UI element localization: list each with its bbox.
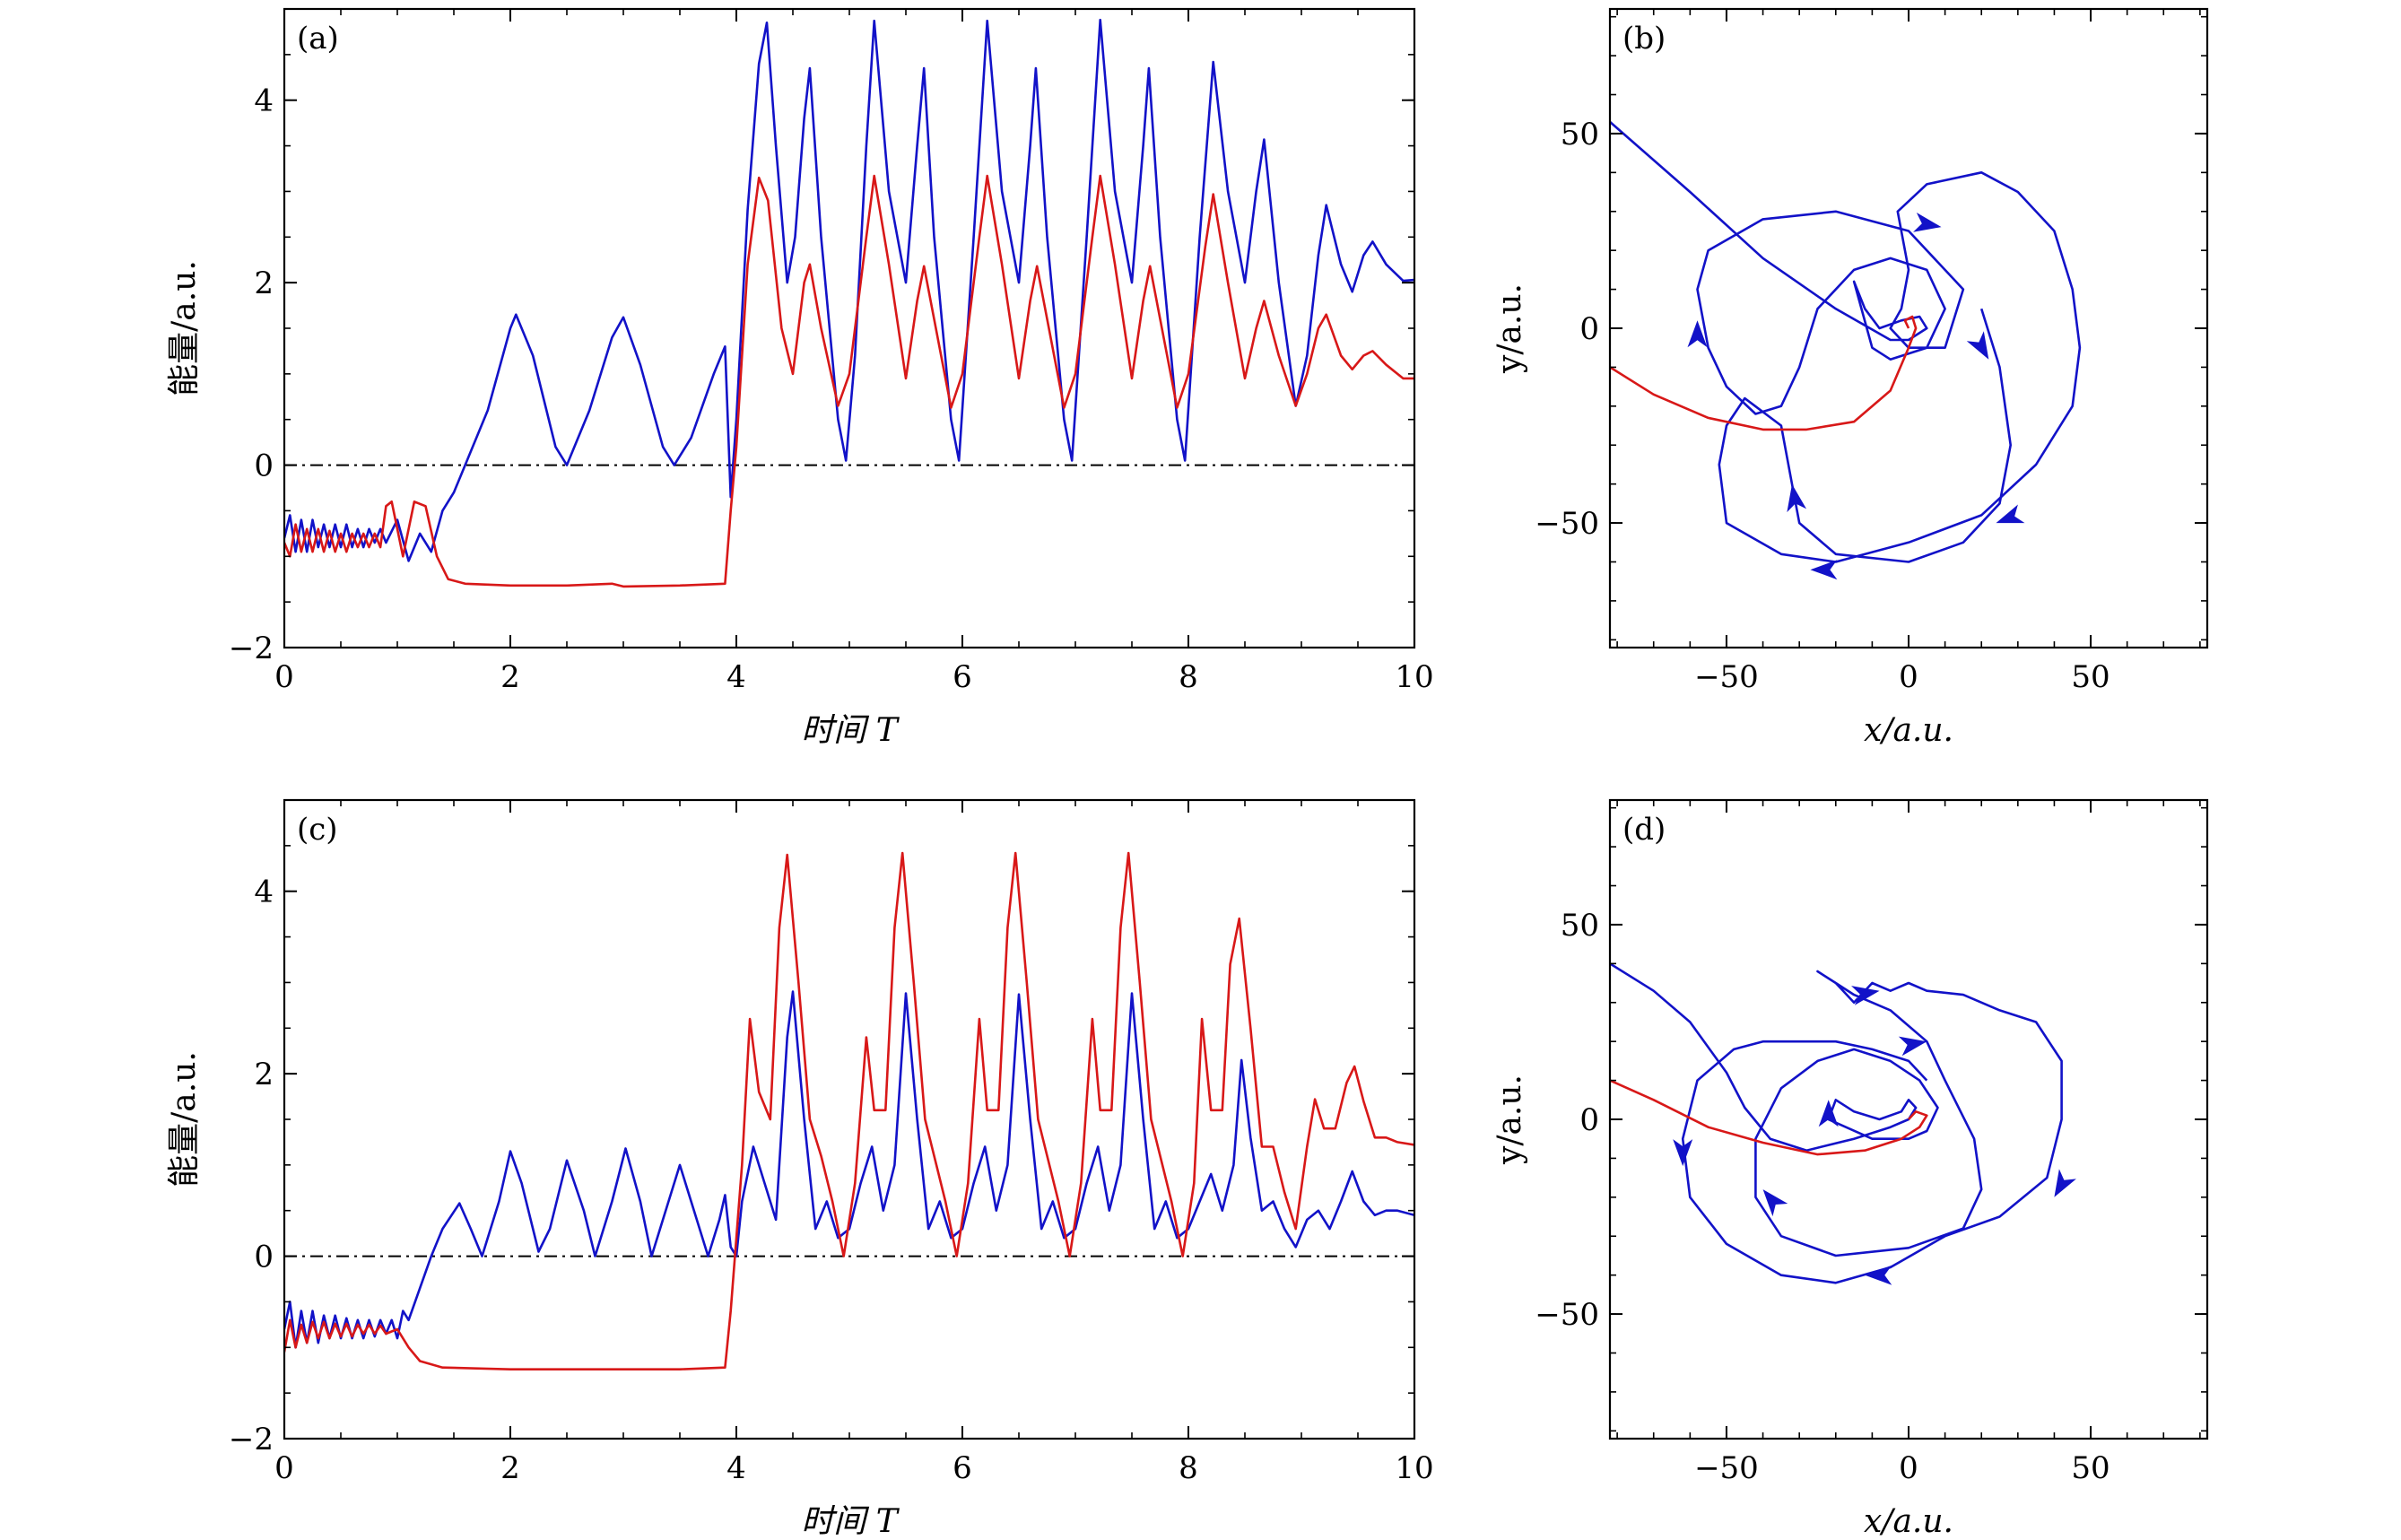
x-tick-label: 50 [2071,1450,2110,1486]
blue-series-line [1610,120,2082,563]
y-tick-label: 0 [1579,1102,1599,1138]
trajectory-arrow [1673,1139,1693,1167]
panel-b: −50 0 50 −50 0 50 (b) x/a.u. y/a.u. [1492,7,2209,749]
trajectory-arrow [2054,1169,2076,1197]
y-tick-label: 2 [254,1057,274,1092]
x-tick-label: 2 [500,659,520,695]
x-axis-label: 时间 T [801,1503,900,1540]
trajectory-arrow [1851,986,1880,1005]
y-tick-label: 2 [254,265,274,301]
trajectory-arrow [1898,1036,1927,1057]
x-tick-label: 8 [1179,1450,1198,1486]
y-axis-label: y/a.u. [1492,1075,1528,1165]
y-tick-label: 0 [1579,311,1599,347]
x-tick-label: 2 [500,1450,520,1486]
panel-label: (a) [297,21,339,57]
trajectory-arrow [1810,560,1838,580]
blue-series-line [284,990,1414,1349]
x-tick-label: 6 [953,1450,972,1486]
panel-d: −50 0 50 −50 0 50 (d) x/a.u. y/a.u. [1492,798,2209,1540]
trajectory-arrow [1818,1100,1839,1127]
blue-series-line [284,18,1414,562]
red-series-line [284,851,1414,1370]
plot-frame [283,7,1416,649]
y-tick-label: 50 [1561,117,1599,152]
trajectory-arrow [1762,1189,1788,1217]
x-axis-label: x/a.u. [1864,1503,1953,1540]
panel-label: (c) [297,812,338,848]
y-tick-label: −2 [229,1422,274,1457]
trajectory-arrow [1913,213,1942,232]
x-axis-label: x/a.u. [1864,712,1953,749]
x-tick-label: 0 [274,1450,294,1486]
red-series-line [1610,315,1918,431]
y-tick-label: −50 [1535,506,1599,542]
trajectory-arrow [1865,1265,1892,1285]
y-tick-label: 50 [1561,908,1599,944]
panel-label: (d) [1622,812,1666,848]
trajectory-arrow [1996,504,2025,524]
y-tick-label: 4 [254,83,274,119]
red-series-line [284,174,1414,588]
x-tick-label: 50 [2071,659,2110,695]
x-tick-label: 4 [726,659,746,695]
y-axis-label: 能量/a.u. [166,260,203,396]
x-tick-label: 4 [726,1450,746,1486]
y-tick-label: −2 [229,631,274,666]
trajectory-arrow [1787,483,1807,513]
x-tick-label: −50 [1694,1450,1759,1486]
x-tick-label: 0 [1899,659,1918,695]
trajectory-arrow [1966,331,1989,360]
y-tick-label: 0 [254,448,274,484]
y-axis-label: y/a.u. [1492,283,1528,374]
x-tick-label: −50 [1694,659,1759,695]
red-series-line [1610,1079,1928,1156]
x-axis-label: 时间 T [801,712,900,749]
x-tick-label: 10 [1395,659,1433,695]
blue-series-line [1610,962,2063,1284]
plot-frame [283,798,1416,1440]
x-tick-label: 0 [274,659,294,695]
trajectory-arrow [1687,320,1708,348]
x-tick-label: 6 [953,659,972,695]
y-tick-label: −50 [1535,1297,1599,1333]
x-tick-label: 0 [1899,1450,1918,1486]
x-tick-label: 8 [1179,659,1198,695]
y-tick-label: 4 [254,874,274,910]
y-tick-label: 0 [254,1240,274,1275]
panel-label: (b) [1622,21,1666,57]
y-axis-label: 能量/a.u. [166,1051,203,1188]
x-tick-label: 10 [1395,1450,1433,1486]
